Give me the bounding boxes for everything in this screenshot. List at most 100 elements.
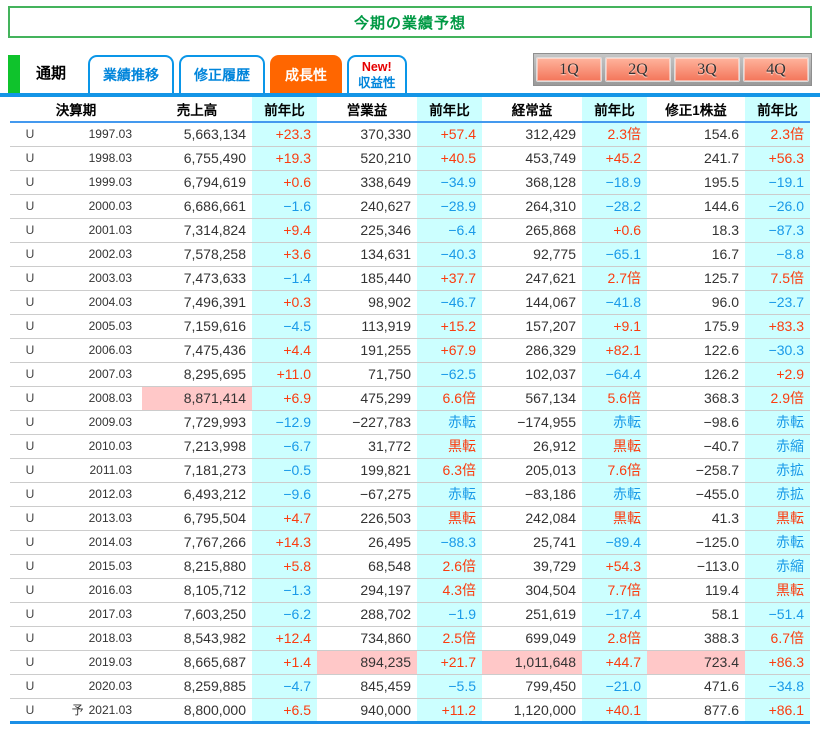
cell-period: 2012.03	[50, 482, 142, 507]
quarter-4q-button[interactable]: 4Q	[743, 57, 809, 82]
cell-eps_yoy: 2.3倍	[745, 122, 810, 147]
cell-eps: −258.7	[647, 458, 745, 483]
cell-sales_yoy: +0.6	[252, 170, 317, 195]
cell-op: 734,860	[317, 626, 417, 651]
cell-ord: 39,729	[482, 554, 582, 579]
cell-op: 71,750	[317, 362, 417, 387]
cell-period: 2006.03	[50, 338, 142, 363]
cell-op: 370,330	[317, 122, 417, 147]
tab-gyoseki-suii[interactable]: 業績推移	[88, 55, 175, 93]
cell-sales_yoy: +23.3	[252, 122, 317, 147]
cell-sales_yoy: +1.4	[252, 650, 317, 675]
cell-eps: 368.3	[647, 386, 745, 411]
cell-ord: 799,450	[482, 674, 582, 699]
cell-op: 338,649	[317, 170, 417, 195]
cell-period: 2009.03	[50, 410, 142, 435]
cell-marker: U	[10, 482, 50, 507]
header-shusei-eps: 修正1株益	[647, 97, 745, 123]
cell-sales: 8,665,687	[142, 650, 252, 675]
cell-eps_yoy: +83.3	[745, 314, 810, 339]
table-row: U 2013.03 6,795,504 +4.7 226,503 黒転 242,084 黒転 4…	[10, 506, 810, 531]
cell-eps_yoy: −8.8	[745, 242, 810, 267]
cell-ord: 102,037	[482, 362, 582, 387]
cell-marker: U	[10, 578, 50, 603]
cell-ord_yoy: 2.7倍	[582, 266, 647, 291]
table-row: U 2018.03 8,543,982 +12.4 734,860 2.5倍 699,049…	[10, 626, 810, 651]
tab-seichosei-active[interactable]: 成長性	[270, 55, 343, 93]
cell-sales_yoy: −1.3	[252, 578, 317, 603]
cell-ord: 242,084	[482, 506, 582, 531]
cell-ord: 567,134	[482, 386, 582, 411]
cell-sales: 8,800,000	[142, 698, 252, 723]
cell-ord_yoy: −65.1	[582, 242, 647, 267]
cell-op: 288,702	[317, 602, 417, 627]
cell-period: 2001.03	[50, 218, 142, 243]
cell-sales_yoy: −0.5	[252, 458, 317, 483]
table-header-row: 決算期 売上高 前年比 営業益 前年比 経常益 前年比 修正1株益 前年比	[10, 97, 810, 123]
cell-sales_yoy: +14.3	[252, 530, 317, 555]
table-row: U 2004.03 7,496,391 +0.3 98,902 −46.7 144,067−…	[10, 290, 810, 315]
quarter-3q-button[interactable]: 3Q	[674, 57, 740, 82]
cell-sales_yoy: +0.3	[252, 290, 317, 315]
cell-ord_yoy: +54.3	[582, 554, 647, 579]
cell-eps: 877.6	[647, 698, 745, 723]
cell-sales_yoy: +19.3	[252, 146, 317, 171]
quarter-2q-button[interactable]: 2Q	[605, 57, 671, 82]
cell-ord_yoy: −21.0	[582, 674, 647, 699]
cell-op_yoy: +15.2	[417, 314, 482, 339]
cell-ord_yoy: −41.8	[582, 290, 647, 315]
cell-op_yoy: −6.4	[417, 218, 482, 243]
cell-ord_yoy: 黒転	[582, 506, 647, 531]
cell-period: 2010.03	[50, 434, 142, 459]
cell-sales: 6,493,212	[142, 482, 252, 507]
cell-eps_yoy: 赤縮	[745, 434, 810, 459]
header-eigyoeki: 営業益	[317, 97, 417, 123]
cell-marker: U	[10, 674, 50, 699]
cell-op: 31,772	[317, 434, 417, 459]
cell-sales_yoy: +6.5	[252, 698, 317, 723]
cell-op_yoy: 2.5倍	[417, 626, 482, 651]
cell-eps: 18.3	[647, 218, 745, 243]
cell-op_yoy: 黒転	[417, 506, 482, 531]
cell-ord_yoy: +40.1	[582, 698, 647, 723]
tab-shusei-rireki[interactable]: 修正履歴	[179, 55, 266, 93]
header-yoy-ord: 前年比	[582, 97, 647, 123]
cell-marker: U	[10, 650, 50, 675]
cell-period: 2011.03	[50, 458, 142, 483]
cell-marker: U	[10, 434, 50, 459]
cell-op_yoy: 6.6倍	[417, 386, 482, 411]
page-title: 今期の業績予想	[353, 14, 466, 32]
cell-ord: 312,429	[482, 122, 582, 147]
cell-eps: 195.5	[647, 170, 745, 195]
cell-op_yoy: +57.4	[417, 122, 482, 147]
cell-ord_yoy: −18.9	[582, 170, 647, 195]
cell-op: −227,783	[317, 410, 417, 435]
cell-sales: 8,295,695	[142, 362, 252, 387]
cell-period: 2004.03	[50, 290, 142, 315]
cell-ord_yoy: 2.8倍	[582, 626, 647, 651]
table-row: U 2020.03 8,259,885 −4.7 845,459 −5.5 799,450−…	[10, 674, 810, 699]
cell-eps_yoy: −87.3	[745, 218, 810, 243]
cell-eps_yoy: −26.0	[745, 194, 810, 219]
cell-period: 2007.03	[50, 362, 142, 387]
cell-eps: 471.6	[647, 674, 745, 699]
cell-marker: U	[10, 698, 50, 723]
cell-period: 2016.03	[50, 578, 142, 603]
cell-ord_yoy: −89.4	[582, 530, 647, 555]
cell-ord: 453,749	[482, 146, 582, 171]
cell-op_yoy: −28.9	[417, 194, 482, 219]
cell-op_yoy: 2.6倍	[417, 554, 482, 579]
tab-shuekisei[interactable]: New! 収益性	[347, 55, 407, 93]
page-title-box: 今期の業績予想	[8, 6, 812, 38]
cell-eps_yoy: 2.9倍	[745, 386, 810, 411]
cell-eps: −125.0	[647, 530, 745, 555]
cell-op: 225,346	[317, 218, 417, 243]
cell-ord: 92,775	[482, 242, 582, 267]
quarter-1q-button[interactable]: 1Q	[536, 57, 602, 82]
cell-sales_yoy: +11.0	[252, 362, 317, 387]
cell-op_yoy: 赤転	[417, 410, 482, 435]
cell-marker: U	[10, 194, 50, 219]
cell-eps_yoy: +2.9	[745, 362, 810, 387]
cell-marker: U	[10, 290, 50, 315]
cell-sales_yoy: +5.8	[252, 554, 317, 579]
